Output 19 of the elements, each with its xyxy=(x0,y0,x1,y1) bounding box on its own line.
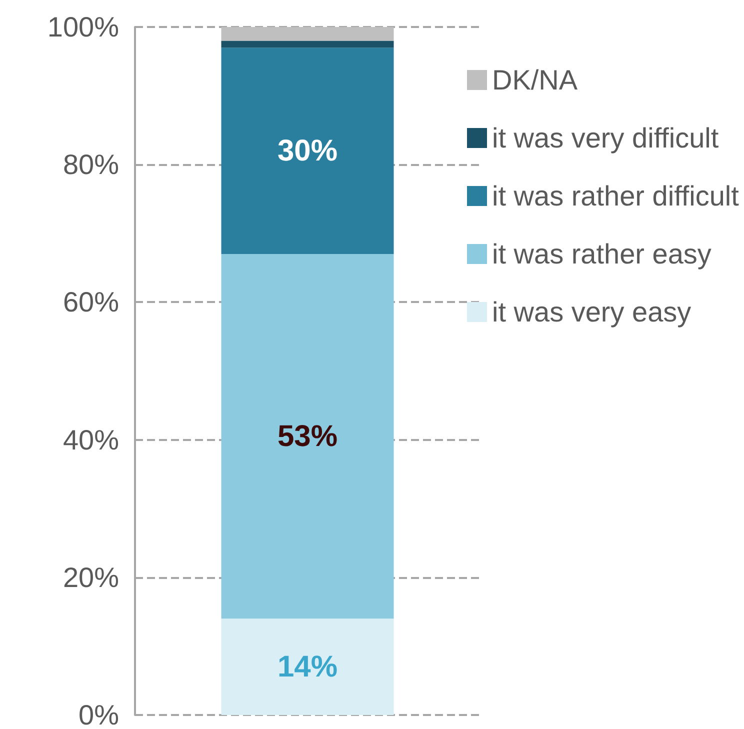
legend-label: it was rather easy xyxy=(492,238,712,270)
legend-label: it was very easy xyxy=(492,296,692,328)
bar xyxy=(221,40,394,48)
y-tick-label: 0% xyxy=(78,700,119,729)
bar xyxy=(221,254,394,619)
bar xyxy=(221,27,394,41)
y-tick-label: 40% xyxy=(62,424,119,456)
bar xyxy=(221,48,394,254)
y-tick-label: 100% xyxy=(47,12,119,42)
data-label: 14% xyxy=(277,650,338,684)
bar xyxy=(221,618,394,715)
data-label: 30% xyxy=(277,134,338,168)
legend-label: it was very difficult xyxy=(492,122,719,154)
y-tick-label: 20% xyxy=(62,562,119,593)
legend-label: it was rather difficult xyxy=(492,180,740,212)
data-label: 53% xyxy=(277,420,338,453)
y-tick-label: 80% xyxy=(62,149,119,180)
y-tick-label: 60% xyxy=(62,286,119,318)
legend-label: DK/NA xyxy=(492,64,578,96)
